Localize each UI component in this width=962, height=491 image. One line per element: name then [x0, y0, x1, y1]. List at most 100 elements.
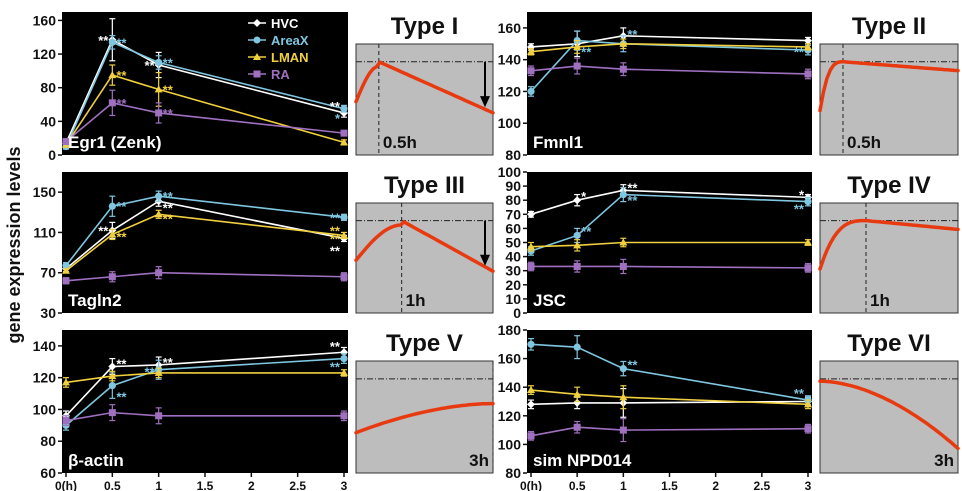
- data-point: [527, 87, 535, 96]
- y-tick-label: 40: [505, 249, 521, 265]
- data-point: [804, 198, 812, 206]
- y-tick-label: 150: [33, 184, 57, 200]
- y-tick-label: 140: [498, 52, 522, 68]
- data-point: [527, 210, 535, 219]
- type-panel-2: Type II 0.5h: [818, 13, 960, 156]
- data-point: [619, 238, 628, 246]
- data-point: [108, 273, 116, 281]
- y-tick-label: 160: [498, 351, 522, 367]
- chart-fmnl1: 80 100 120 140 160 ** ** ** Fmnl1: [498, 12, 812, 163]
- significance-star: **: [330, 360, 341, 375]
- type-title: Type VI: [847, 330, 931, 357]
- data-point: [527, 67, 535, 75]
- significance-star: **: [330, 99, 341, 114]
- data-point: [340, 105, 348, 113]
- significance-star: **: [627, 27, 638, 42]
- data-point: [573, 390, 582, 398]
- y-tick-label: 10: [505, 291, 521, 307]
- type-schematics: Type I 0.5h Type II 0.5h Type III 1h Type IV 1h…: [354, 13, 960, 474]
- x-tick-label: 2: [712, 479, 719, 491]
- gene-name: Fmnl1: [533, 133, 583, 152]
- y-tick-label: 100: [498, 115, 522, 131]
- legend-marker: [253, 19, 261, 27]
- data-point: [155, 109, 163, 117]
- data-point: [62, 138, 70, 146]
- type-box: [355, 43, 494, 156]
- data-point: [573, 196, 582, 205]
- significance-star: **: [794, 45, 805, 60]
- type-box: [355, 360, 494, 474]
- type-panel-3: Type III 1h: [354, 172, 495, 314]
- significance-star: **: [163, 189, 174, 204]
- y-tick-label: 120: [498, 408, 522, 424]
- x-tick-label: 0.5: [569, 479, 586, 491]
- data-point: [340, 412, 348, 420]
- gene-name: Tagln2: [68, 291, 122, 310]
- type-time-label: 1h: [870, 291, 890, 310]
- significance-star: **: [116, 199, 127, 214]
- y-tick-label: 50: [505, 235, 521, 251]
- x-tick-label: 2: [248, 479, 255, 491]
- data-point: [573, 42, 582, 50]
- series-ra: [527, 418, 812, 443]
- legend-marker: [253, 53, 261, 60]
- series-areax: [62, 190, 348, 270]
- y-tick-label: 80: [40, 433, 56, 449]
- significance-star: *: [581, 189, 587, 204]
- series-ra: [62, 89, 348, 146]
- data-point: [804, 70, 812, 78]
- significance-star: **: [330, 244, 341, 259]
- data-point: [108, 362, 117, 371]
- series-line: [530, 241, 808, 248]
- data-point: [804, 425, 812, 433]
- gene-name: Egr1 (Zenk): [68, 133, 162, 152]
- data-point: [340, 213, 348, 221]
- data-point: [62, 266, 70, 274]
- series-line: [531, 265, 809, 269]
- y-tick-label: 30: [40, 305, 56, 321]
- response-curve: [354, 219, 495, 273]
- legend-marker: [253, 36, 261, 44]
- series-lman: [527, 38, 812, 56]
- significance-star: **: [581, 45, 592, 60]
- x-tick-label: 1.5: [197, 479, 214, 491]
- y-tick-label: 20: [505, 277, 521, 293]
- data-point: [154, 368, 163, 376]
- series-line: [530, 35, 809, 48]
- significance-star: **: [627, 181, 638, 196]
- type-time-label: 0.5h: [383, 133, 417, 152]
- x-tick-label: 3: [341, 479, 348, 491]
- data-point: [527, 242, 535, 250]
- data-point: [573, 423, 581, 431]
- data-point: [804, 42, 812, 50]
- data-point: [619, 365, 627, 373]
- data-point: [108, 99, 116, 107]
- significance-star: *: [335, 111, 341, 126]
- significance-star: **: [163, 211, 174, 226]
- data-point: [108, 372, 117, 380]
- series-line: [530, 39, 809, 92]
- data-point: [527, 47, 535, 55]
- data-point: [155, 269, 163, 277]
- data-point: [804, 264, 812, 272]
- significance-star: **: [581, 224, 592, 239]
- type-panel-5: Type V 3h: [354, 330, 495, 474]
- data-point: [527, 432, 535, 440]
- data-point: [340, 129, 348, 137]
- series-line: [65, 74, 345, 146]
- y-tick-label: 40: [40, 113, 56, 129]
- data-point: [804, 238, 812, 246]
- y-tick-label: 80: [505, 465, 521, 481]
- type-panel-1: Type I 0.5h: [354, 13, 495, 156]
- data-point: [62, 378, 70, 386]
- data-point: [62, 417, 70, 425]
- response-curve: [354, 401, 495, 435]
- data-point: [573, 62, 581, 70]
- series-line: [530, 189, 809, 216]
- data-point: [527, 340, 535, 348]
- x-tick-label: 1.5: [661, 479, 678, 491]
- data-point: [527, 400, 535, 409]
- series-line: [530, 343, 809, 401]
